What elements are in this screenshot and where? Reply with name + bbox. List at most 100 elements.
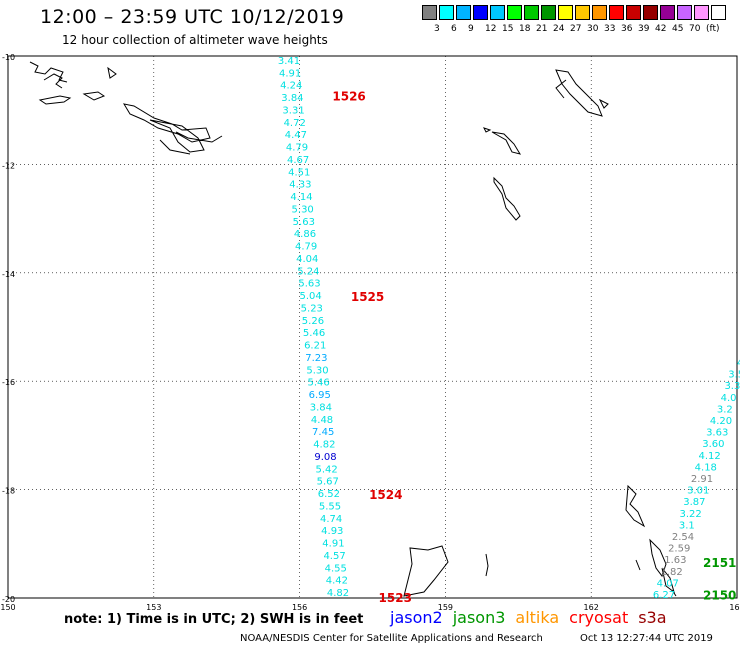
lon-label: 153 — [146, 603, 161, 612]
swh-value: 6.27 — [653, 590, 675, 601]
satellite-legend-item: s3a — [638, 608, 667, 627]
swh-value: 1.63 — [664, 555, 686, 566]
lon-label: 150 — [0, 603, 15, 612]
colorbar-label: 42 — [655, 24, 667, 34]
swh-value: 4 — [737, 358, 740, 369]
colorbar-label: 33 — [604, 24, 616, 34]
coastline-rennell — [493, 176, 521, 221]
map-frame — [7, 55, 738, 599]
colorbar-label: 36 — [621, 24, 633, 34]
swh-value: 5.24 — [297, 266, 319, 277]
swh-value: 5.30 — [306, 365, 328, 376]
swh-value: 4.0 — [721, 393, 737, 404]
swh-value: 3.5 — [728, 370, 740, 381]
pass-time-label: 1525 — [351, 290, 384, 304]
swh-value: 3.84 — [310, 402, 332, 413]
lat-label: -12 — [2, 161, 15, 170]
swh-value: 3.1 — [679, 520, 695, 531]
colorbar-label: 15 — [502, 24, 514, 34]
lon-label: 156 — [292, 603, 307, 612]
altimeter-track-a: 3.414.914.243.843.314.724.474.794.674.51… — [278, 56, 412, 605]
swh-value: 4.48 — [311, 415, 333, 426]
lat-label: -14 — [2, 270, 15, 279]
colorbar-cell — [490, 5, 505, 20]
swh-value: 4.93 — [321, 526, 343, 537]
swh-value: 4.14 — [290, 192, 312, 203]
swh-value: 4.55 — [325, 563, 347, 574]
satellite-legend-item: jason3 — [452, 608, 506, 627]
colorbar-cell — [643, 5, 658, 20]
colorbar-cell — [592, 5, 607, 20]
swh-value: 4.82 — [327, 588, 349, 599]
swh-value: 3.41 — [278, 56, 300, 67]
colorbar-label: 3 — [434, 24, 440, 34]
colorbar-label: 70 — [689, 24, 701, 34]
colorbar-cell — [422, 5, 437, 20]
satellite-legend-item: altika — [515, 608, 560, 627]
credit-text: NOAA/NESDIS Center for Satellite Applica… — [240, 633, 543, 644]
swh-value: 6.52 — [318, 489, 340, 500]
swh-value: 2.59 — [668, 544, 690, 555]
pass-time-label: 2151 — [703, 556, 736, 570]
swh-value: 1.82 — [660, 567, 682, 578]
satellite-legend-item: jason2 — [390, 608, 443, 627]
pass-time-label: 1524 — [369, 488, 402, 502]
swh-value: 7.45 — [312, 427, 334, 438]
swh-value: 4.04 — [296, 254, 318, 265]
colorbar-label: 24 — [553, 24, 565, 34]
swh-value: 5.67 — [317, 477, 339, 488]
swh-value: 4.51 — [288, 167, 310, 178]
colorbar-label: 9 — [468, 24, 474, 34]
swh-value: 5.23 — [301, 303, 323, 314]
coastline-solomons-east — [483, 69, 609, 155]
swh-value: 4.67 — [287, 155, 309, 166]
swh-value: 3.3 — [724, 381, 740, 392]
swh-value: 4.86 — [294, 229, 316, 240]
swh-value: 3.01 — [687, 486, 709, 497]
swh-value: 4.79 — [295, 242, 317, 253]
colorbar-label: 6 — [451, 24, 457, 34]
swh-value: 5.63 — [298, 279, 320, 290]
swh-value: 4.20 — [710, 416, 732, 427]
lon-label: 162 — [584, 603, 599, 612]
swh-value: 4.07 — [657, 578, 679, 589]
coastline-new-caledonia-west — [403, 545, 489, 597]
colorbar-cell — [541, 5, 556, 20]
page-subtitle: 12 hour collection of altimeter wave hei… — [62, 33, 328, 47]
colorbar-cell — [677, 5, 692, 20]
swh-value: 4.42 — [326, 576, 348, 587]
swh-value: 6.95 — [309, 390, 331, 401]
lat-label: -10 — [2, 53, 15, 62]
pass-time-label: 2150 — [703, 588, 736, 602]
colorbar-label: 39 — [638, 24, 650, 34]
colorbar-cell — [473, 5, 488, 20]
colorbar-cell — [660, 5, 675, 20]
swh-value: 3.31 — [282, 105, 304, 116]
swh-value: 3.87 — [683, 497, 705, 508]
swh-value: 5.42 — [315, 464, 337, 475]
colorbar-cell — [456, 5, 471, 20]
colorbar-cell — [439, 5, 454, 20]
colorbar-cell — [694, 5, 709, 20]
page-title: 12:00 – 23:59 UTC 10/12/2019 — [40, 6, 345, 28]
swh-value: 5.04 — [300, 291, 322, 302]
colorbar-cell — [575, 5, 590, 20]
lon-label: 165 — [729, 603, 740, 612]
swh-value: 9.08 — [314, 452, 336, 463]
map-grid — [7, 55, 738, 599]
altimeter-track-b: 43.53.34.03.24.203.633.604.124.182.913.0… — [653, 358, 740, 602]
swh-value: 3.22 — [679, 509, 701, 520]
satellite-legend: jason2 jason3 altika cryosat s3a — [390, 608, 677, 627]
swh-value: 2.54 — [672, 532, 694, 543]
colorbar-cell — [626, 5, 641, 20]
swh-value: 6.21 — [304, 341, 326, 352]
colorbar-label: 21 — [536, 24, 548, 34]
swh-value: 5.46 — [303, 328, 325, 339]
swh-value: 5.63 — [293, 217, 315, 228]
swh-value: 4.91 — [279, 68, 301, 79]
lon-label: 159 — [438, 603, 453, 612]
swh-value: 4.24 — [280, 81, 302, 92]
lat-label: -18 — [2, 487, 15, 496]
